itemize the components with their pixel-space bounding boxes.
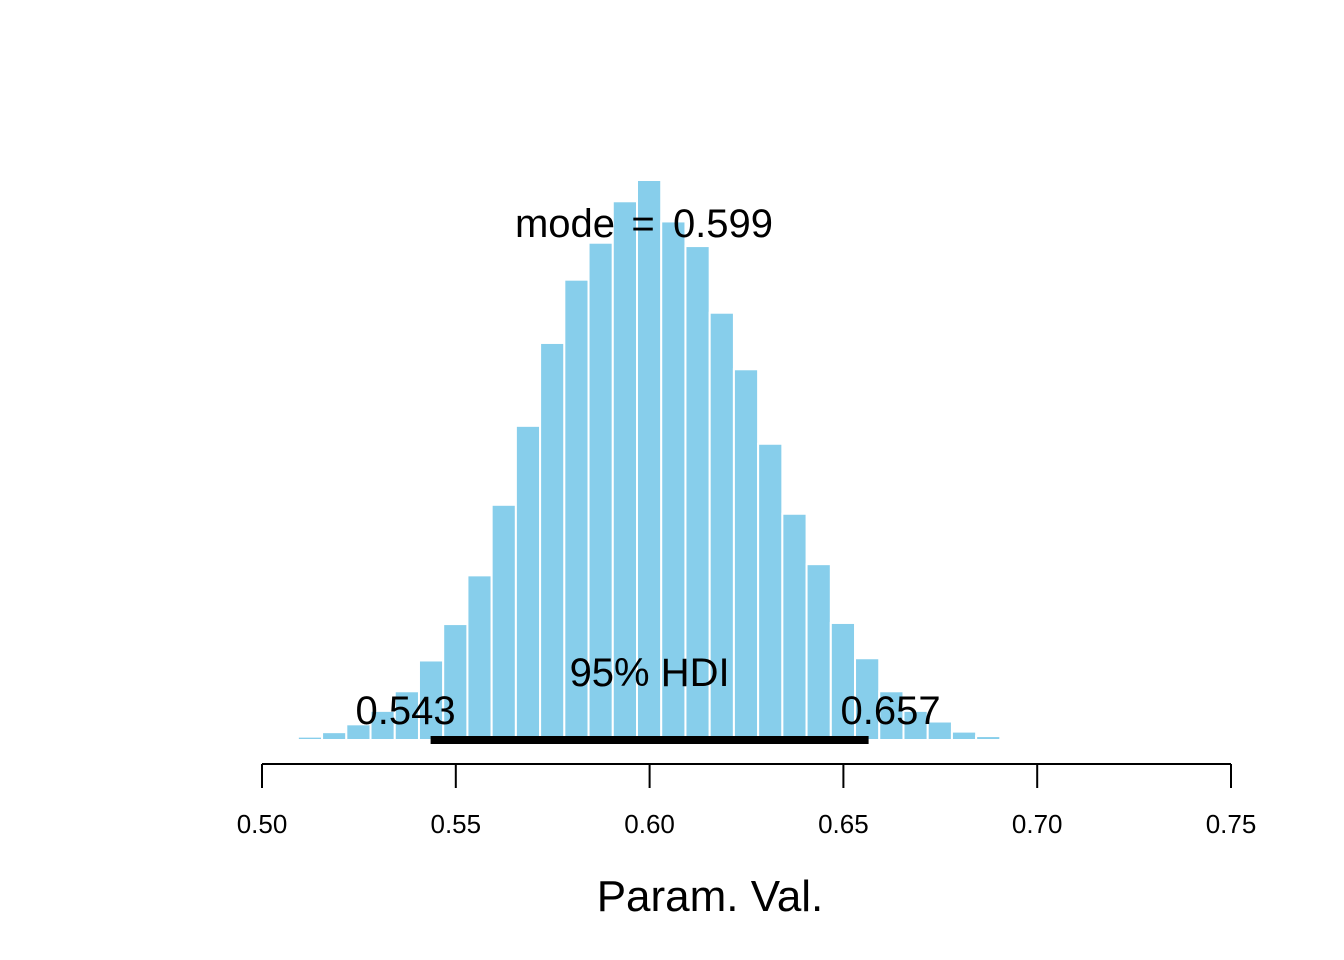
histogram-bar [369, 709, 396, 742]
histogram-bars [272, 179, 1026, 742]
x-axis-tick-label: 0.60 [624, 809, 675, 839]
x-axis-tick-label: 0.70 [1012, 809, 1063, 839]
x-axis-ticks: 0.50 0.55 0.60 0.65 0.70 0.75 [237, 764, 1257, 839]
histogram-bar [514, 424, 542, 741]
histogram-bar [757, 442, 784, 741]
x-axis-tick-label: 0.55 [430, 809, 481, 839]
histogram-bar [878, 690, 905, 742]
histogram-bar [272, 737, 299, 742]
histogram-bar [829, 621, 857, 742]
histogram-bar [466, 574, 493, 741]
histogram-bar [999, 737, 1026, 742]
hdi-low-label: 0.543 [356, 689, 456, 733]
mode-value: 0.599 [673, 202, 773, 246]
histogram-bar [684, 245, 711, 742]
histogram-bar [539, 341, 566, 741]
histogram-bar [732, 368, 760, 741]
x-axis-label: Param. Val. [597, 872, 824, 921]
hdi-label: 95% HDI [570, 651, 730, 695]
x-axis-tick-label: 0.75 [1206, 809, 1257, 839]
histogram-bar [490, 503, 517, 741]
histogram-bar [708, 311, 735, 741]
hdi-high-label: 0.657 [841, 689, 941, 733]
x-axis-tick-label: 0.50 [237, 809, 288, 839]
mode-word: mode [515, 202, 615, 246]
x-axis: 0.50 0.55 0.60 0.65 0.70 0.75 [237, 763, 1257, 839]
x-axis-tick-label: 0.65 [818, 809, 869, 839]
histogram-bar [975, 735, 1002, 742]
histogram-bar [805, 563, 832, 741]
histogram-bar [296, 735, 324, 742]
histogram-bar [902, 709, 929, 742]
mode-annotation: mode = 0.599 [515, 202, 773, 246]
histogram-bar [321, 731, 348, 741]
histogram-bar [393, 690, 420, 742]
histogram-bar [781, 512, 808, 742]
mode-equals-sign: = [631, 202, 654, 246]
histogram-bar [950, 730, 978, 741]
